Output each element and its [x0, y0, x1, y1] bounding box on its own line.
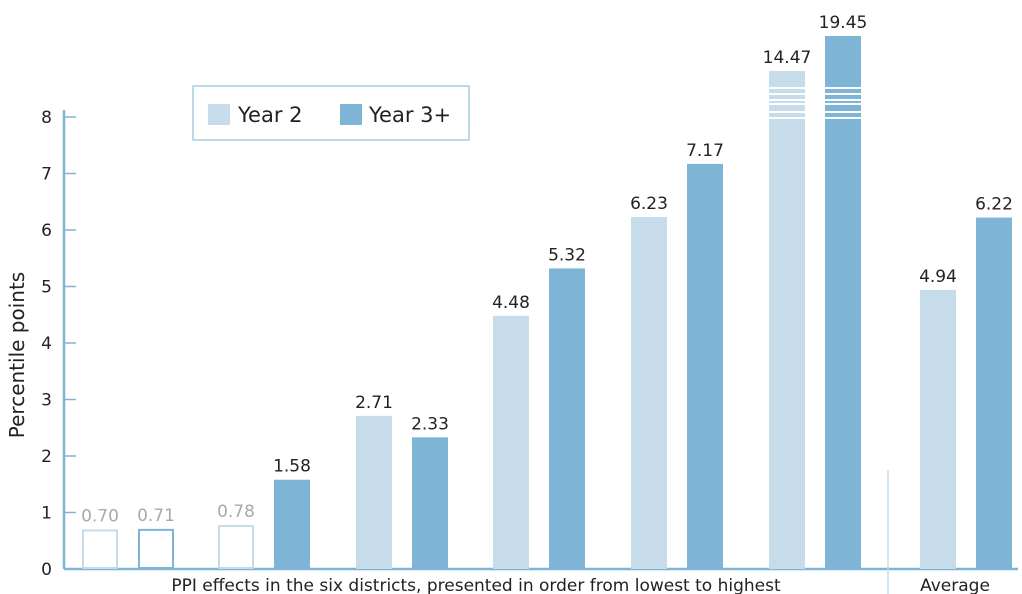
- bar: [356, 415, 392, 569]
- value-label: 4.94: [919, 267, 957, 287]
- y-tick-label: 2: [41, 447, 52, 467]
- legend: Year 2 Year 3+: [192, 85, 470, 141]
- x-group-label-average: Average: [920, 576, 990, 594]
- y-tick-label: 3: [41, 391, 52, 411]
- value-label: 4.48: [492, 293, 530, 313]
- bar: [687, 163, 723, 569]
- y-tick-label: 4: [41, 334, 52, 354]
- y-tick-label: 1: [41, 504, 52, 524]
- value-label: 19.45: [819, 13, 868, 33]
- value-label: 0.71: [137, 506, 175, 526]
- bar-not-significant: [218, 524, 254, 569]
- value-label: 5.32: [548, 245, 586, 265]
- legend-swatch-year-3-plus: [340, 104, 362, 125]
- y-axis-ticks: 0 1 2 3 4 5 6 7 8: [41, 108, 76, 580]
- value-label: 6.23: [630, 194, 668, 214]
- value-label: 0.70: [81, 506, 119, 526]
- bar: [274, 479, 310, 569]
- legend-label-year-2: Year 2: [237, 103, 303, 127]
- bars: [82, 36, 1012, 570]
- value-label: 6.22: [975, 195, 1013, 215]
- value-label: 7.17: [686, 141, 724, 161]
- y-tick-label: 8: [41, 108, 52, 128]
- value-label: 2.33: [411, 414, 449, 434]
- bar-not-significant: [138, 528, 174, 570]
- legend-label-year-3-plus: Year 3+: [368, 103, 451, 127]
- bar-not-significant: [82, 529, 118, 570]
- bar: [493, 315, 529, 569]
- bar: [412, 437, 448, 569]
- bar: [631, 217, 667, 569]
- bar: [976, 217, 1012, 569]
- y-axis-title: Percentile points: [5, 272, 29, 438]
- bar: [920, 289, 956, 569]
- value-label: 2.71: [355, 393, 393, 413]
- y-tick-label: 7: [41, 165, 52, 185]
- legend-box: [192, 85, 470, 141]
- bar: [769, 71, 805, 569]
- bar: [549, 268, 585, 569]
- y-tick-label: 5: [41, 278, 52, 298]
- value-labels: 0.70 0.78 2.71 4.48 6.23 14.47 4.94 0.71 1.58 2.3…: [81, 13, 1013, 526]
- value-label: 1.58: [273, 457, 311, 477]
- x-group-label-districts: PPI effects in the six districts, presen…: [171, 576, 781, 594]
- bar: [825, 36, 861, 569]
- y-tick-label: 6: [41, 221, 52, 241]
- value-label: 0.78: [217, 502, 255, 522]
- legend-swatch-year-2: [208, 104, 230, 125]
- y-tick-label: 0: [41, 560, 52, 580]
- value-label: 14.47: [763, 48, 812, 68]
